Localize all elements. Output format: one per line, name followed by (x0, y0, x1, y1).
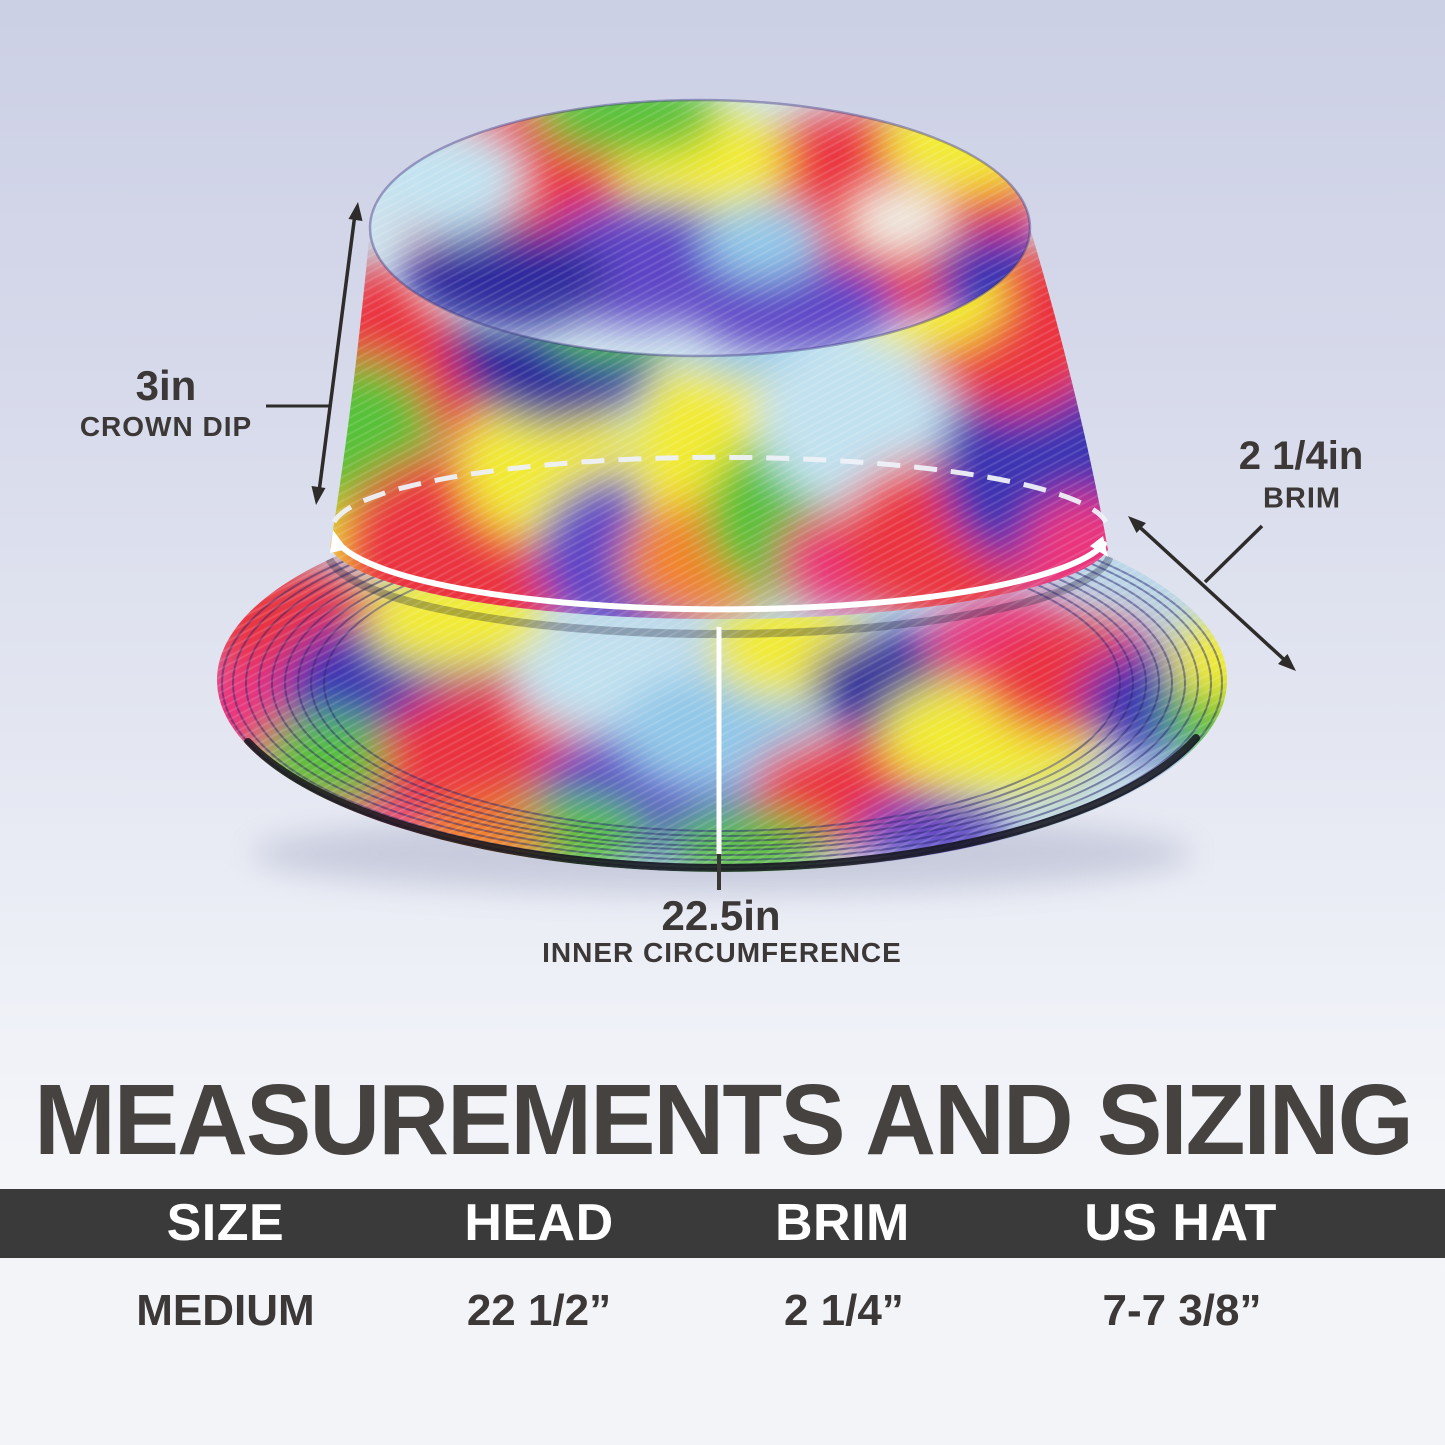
brim-arrow (1128, 516, 1296, 671)
crown-dip-value: 3in (135, 362, 197, 409)
size-table-header-size: SIZE (166, 1194, 285, 1252)
size-table-cell-size: MEDIUM (136, 1286, 315, 1335)
inner-circumference-label: INNER CIRCUMFERENCE (542, 937, 902, 968)
size-table-header-us-hat: US HAT (1084, 1194, 1277, 1252)
circumference-arrowhead-right (1090, 536, 1108, 557)
inner-circumference-value: 22.5in (661, 892, 781, 939)
brim-callout-value: 2 1/4in (1238, 434, 1364, 478)
crown-dip-label: CROWN DIP (79, 411, 253, 442)
page-title: MEASUREMENTS AND SIZING (33, 1064, 1414, 1176)
crown-top-seam (368, 98, 1032, 358)
size-table-cell-head: 22 1/2” (466, 1286, 612, 1335)
brim-callout-label: BRIM (1262, 482, 1342, 515)
size-table-header-brim: BRIM (774, 1194, 910, 1252)
size-table-header-bar (0, 1189, 1445, 1258)
circumference-ellipse-line (333, 537, 1107, 613)
circumference-arrowhead-left (330, 530, 347, 553)
size-table-cell-brim: 2 1/4” (783, 1286, 904, 1335)
crown-dip-arrow (266, 202, 363, 505)
brim-under-edge (244, 734, 1200, 872)
size-table-header-head: HEAD (464, 1194, 614, 1252)
size-table-cell-us-hat: 7-7 3/8” (1102, 1286, 1262, 1335)
